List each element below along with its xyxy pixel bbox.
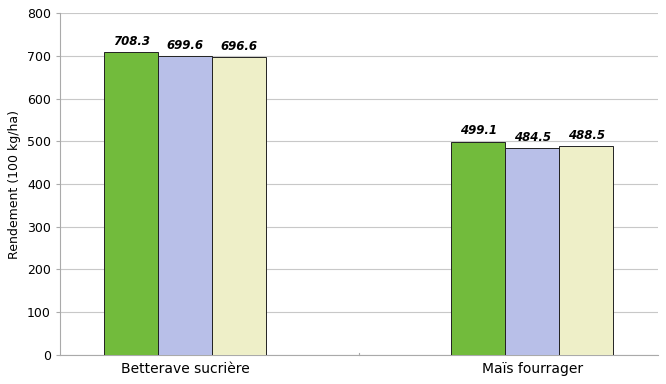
Bar [105,53,159,355]
Y-axis label: Rendement (100 kg/ha): Rendement (100 kg/ha) [9,109,21,258]
Bar [505,148,559,355]
Text: 488.5: 488.5 [568,129,605,142]
Bar [159,56,212,355]
Bar [559,146,613,355]
Text: 699.6: 699.6 [166,39,204,52]
Text: 708.3: 708.3 [113,35,150,48]
Bar [212,58,266,355]
Text: 499.1: 499.1 [460,124,497,137]
Text: 484.5: 484.5 [514,131,551,144]
Bar [452,142,505,355]
Text: 696.6: 696.6 [220,40,258,53]
